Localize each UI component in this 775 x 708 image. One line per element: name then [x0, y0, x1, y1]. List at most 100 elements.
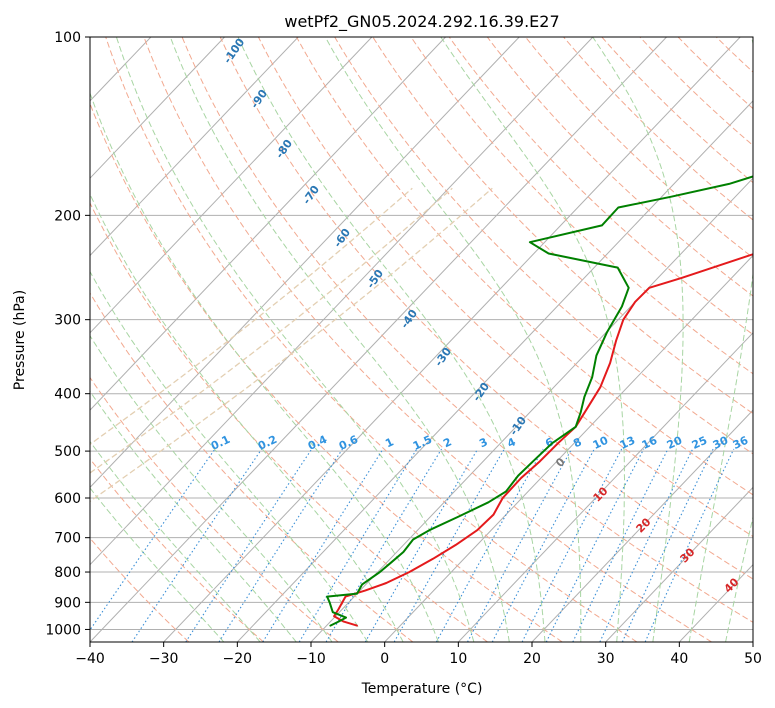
temperature-profile-line — [333, 253, 753, 627]
isotherm-line — [90, 37, 373, 334]
series-lines — [326, 175, 753, 627]
ice-adiabat-line — [90, 187, 413, 446]
mixing-ratio-line — [262, 448, 384, 642]
moist-adiabat-label: 10 — [591, 484, 611, 504]
dry-adiabat-line — [90, 458, 264, 642]
mixing-ratio-label: 10 — [591, 434, 611, 452]
line-labels: -100-90-80-70-60-50-40-30-20-100.1 0.2 0.4… — [209, 36, 751, 596]
dry-adiabat-line — [639, 37, 753, 147]
dry-adiabat-label: -90 — [248, 87, 270, 111]
mixing-ratio-label: 3 — [477, 435, 489, 450]
plot-frame — [89, 36, 754, 643]
isotherm-line — [90, 37, 667, 642]
isotherm-line — [605, 486, 753, 642]
y-tick-label: 1000 — [45, 622, 81, 638]
y-tick-label: 100 — [54, 30, 81, 46]
mixing-ratio-label: 0.4 — [306, 433, 329, 453]
mixing-ratio-line — [545, 448, 645, 642]
dry-adiabat-line — [143, 37, 712, 642]
mixing-ratio-line — [131, 448, 263, 642]
y-tick-label: 500 — [54, 444, 81, 460]
mixing-ratio-label: 1 — [383, 435, 395, 450]
background-lines — [0, 37, 775, 642]
dry-adiabat-label: -50 — [364, 267, 386, 291]
dry-adiabat-label: -60 — [331, 226, 353, 250]
dry-adiabat-line — [90, 537, 190, 642]
moist-adiabat-line — [90, 390, 297, 642]
isotherm-line — [457, 332, 753, 642]
x-axis-label: Temperature (°C) — [361, 681, 483, 697]
moist-adiabat-line — [725, 514, 753, 642]
y-tick-label: 600 — [54, 491, 81, 507]
mixing-ratio-label: 0.6 — [337, 433, 360, 453]
mixing-ratio-label: 0.2 — [256, 433, 279, 453]
moist-adiabat-line — [115, 37, 475, 642]
x-axis: −40 −30 −20 −10 0 10 20 30 40 50 — [75, 642, 762, 667]
x-tick-label: 20 — [523, 651, 541, 667]
mixing-ratio-line — [621, 448, 714, 642]
y-tick-label: 400 — [54, 387, 81, 403]
mixing-ratio-label: 36 — [731, 434, 751, 452]
dry-adiabat-label: -30 — [432, 345, 454, 369]
dry-adiabat-line — [90, 201, 488, 642]
mixing-ratio-label: 20 — [665, 434, 685, 452]
y-tick-label: 200 — [54, 208, 81, 224]
x-tick-label: −40 — [75, 651, 105, 667]
y-tick-label: 700 — [54, 531, 81, 547]
dry-adiabat-line — [410, 37, 753, 375]
isotherm-line — [90, 37, 594, 566]
mixing-ratio-line — [467, 448, 573, 642]
mixing-ratio-line — [644, 448, 735, 642]
ice-adiabat-line — [90, 187, 493, 503]
isotherm-line — [90, 37, 446, 411]
dry-adiabat-label: -100 — [221, 36, 248, 66]
dry-adiabat-line — [105, 37, 638, 642]
moist-adiabat-line — [90, 440, 261, 642]
dry-adiabat-line — [525, 37, 753, 259]
isotherm-line — [752, 641, 753, 642]
moist-adiabat-line — [592, 37, 684, 642]
moist-adiabat-line — [440, 37, 625, 642]
dry-adiabat-line — [90, 102, 563, 642]
dry-adiabat-label: -40 — [398, 307, 420, 331]
moist-adiabat-line — [688, 37, 753, 642]
mixing-ratio-label: 30 — [711, 434, 731, 452]
dry-adiabat-label: -20 — [470, 380, 492, 404]
moist-adiabat-line — [90, 334, 333, 642]
isotherm-line — [90, 37, 225, 179]
y-tick-label: 800 — [54, 565, 81, 581]
moist-adiabat-line — [90, 487, 225, 642]
x-tick-label: −20 — [223, 651, 253, 667]
dry-adiabat-line — [486, 37, 753, 297]
mixing-ratio-line — [185, 448, 313, 642]
mixing-ratio-line — [599, 448, 694, 642]
dry-adiabat-line — [90, 292, 414, 642]
mixing-ratio-label: 2 — [441, 435, 453, 450]
y-axis-label: Pressure (hPa) — [12, 290, 28, 390]
isotherm-line — [236, 100, 753, 642]
moist-adiabat-line — [237, 37, 546, 642]
mixing-ratio-line — [491, 448, 595, 642]
x-tick-label: 10 — [449, 651, 467, 667]
mixing-ratio-line — [298, 448, 418, 642]
moist-adiabat-line — [90, 270, 369, 642]
mixing-ratio-line — [572, 448, 669, 642]
ice-adiabat-line — [90, 187, 453, 474]
mixing-ratio-line — [218, 448, 343, 642]
isotherm-line — [90, 37, 520, 489]
mixing-ratio-line — [393, 448, 505, 642]
mixing-ratio-line — [364, 448, 479, 642]
x-tick-label: 30 — [597, 651, 615, 667]
isotherm-line — [0, 37, 4, 642]
dry-adiabat-line — [296, 37, 753, 496]
x-tick-label: −30 — [149, 651, 179, 667]
dry-adiabat-line — [754, 37, 775, 642]
x-tick-label: 0 — [380, 651, 389, 667]
isotherm-line — [163, 37, 741, 642]
chart-title: wetPf2_GN05.2024.292.16.39.E27 — [284, 12, 559, 32]
isotherm-line — [310, 177, 753, 642]
mixing-ratio-line — [521, 448, 623, 642]
dry-adiabat-label: -10 — [507, 414, 529, 438]
mixing-ratio-label: 25 — [690, 434, 709, 452]
